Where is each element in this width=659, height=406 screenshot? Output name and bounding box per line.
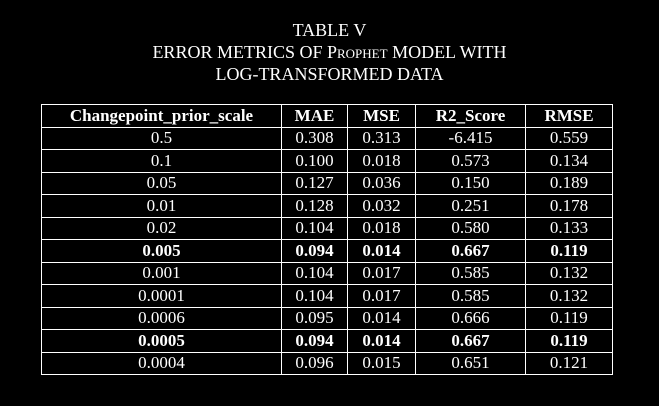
caption-part: ERROR METRICS OF [152,42,327,62]
table-cell: 0.308 [281,126,348,150]
table-cell: 0.018 [347,149,416,173]
table-cell: 0.134 [525,149,613,173]
table-cell: 0.014 [347,239,416,263]
table-row: 0.01 0.128 0.032 0.251 0.178 [41,194,613,218]
table-cell: 0.01 [41,194,282,218]
table-cell: 0.017 [347,261,416,285]
table-cell: 0.036 [347,171,416,195]
table-cell: 0.017 [347,284,416,308]
caption-line: ERROR METRICS OF Prophet MODEL WITH [0,41,659,63]
table-cell: 0.178 [525,194,613,218]
table-cell: 0.573 [415,149,526,173]
table-cell: 0.313 [347,126,416,150]
table-cell: 0.559 [525,126,613,150]
table-cell: 0.5 [41,126,282,150]
table-cell: 0.015 [347,351,416,375]
table-row: 0.001 0.104 0.017 0.585 0.132 [41,261,613,285]
table-cell: 0.005 [41,239,282,263]
table-row: 0.05 0.127 0.036 0.150 0.189 [41,171,613,195]
table-cell: 0.667 [415,329,526,353]
table-cell: 0.0004 [41,351,282,375]
table-cell: 0.150 [415,171,526,195]
caption-line: LOG-TRANSFORMED DATA [215,64,444,84]
table-cell: 0.001 [41,261,282,285]
table-row: 0.02 0.104 0.018 0.580 0.133 [41,216,613,240]
table-cell: 0.666 [415,306,526,330]
table-cell: 0.02 [41,216,282,240]
table-row: 0.0004 0.096 0.015 0.651 0.121 [41,351,613,375]
table: Changepoint_prior_scale MAE MSE R2_Score RMS… [41,104,613,375]
table-row: 0.1 0.100 0.018 0.573 0.134 [41,149,613,173]
caption-model: Prophet [326,42,388,62]
table-cell: 0.667 [415,239,526,263]
table-cell: -6.415 [415,126,526,150]
caption-line: TABLE V [292,20,367,40]
table-row: 0.005 0.094 0.014 0.667 0.119 [41,239,613,263]
column-header: MAE [281,104,348,128]
table-cell: 0.095 [281,306,348,330]
table-cell: 0.032 [347,194,416,218]
table-cell: 0.127 [281,171,348,195]
table-cell: 0.1 [41,149,282,173]
table-cell: 0.094 [281,239,348,263]
table-cell: 0.132 [525,284,613,308]
table-cell: 0.128 [281,194,348,218]
caption: TABLE V ERROR METRICS OF Prophet MODEL W… [0,19,659,85]
table-cell: 0.0001 [41,284,282,308]
table-cell: 0.014 [347,306,416,330]
column-header: MSE [347,104,416,128]
table-cell: 0.104 [281,284,348,308]
column-header: R2_Score [415,104,526,128]
table-cell: 0.133 [525,216,613,240]
table-cell: 0.585 [415,261,526,285]
table-cell: 0.132 [525,261,613,285]
table-cell: 0.104 [281,261,348,285]
table-cell: 0.585 [415,284,526,308]
table-row: 0.0006 0.095 0.014 0.666 0.119 [41,306,613,330]
table-cell: 0.251 [415,194,526,218]
table-row: 0.5 0.308 0.313 -6.415 0.559 [41,126,613,150]
table-cell: 0.119 [525,329,613,353]
table-cell: 0.104 [281,216,348,240]
table-cell: 0.05 [41,171,282,195]
table-body: 0.5 0.308 0.313 -6.415 0.559 0.1 0.100 0.018 0.5… [41,126,613,375]
table-cell: 0.651 [415,351,526,375]
column-header: Changepoint_prior_scale [41,104,282,128]
table-cell: 0.014 [347,329,416,353]
table-cell: 0.119 [525,306,613,330]
table-cell: 0.096 [281,351,348,375]
table-cell: 0.100 [281,149,348,173]
table-row: 0.0001 0.104 0.017 0.585 0.132 [41,284,613,308]
header-row: Changepoint_prior_scale MAE MSE R2_Score RMS… [41,104,613,128]
table-cell: 0.018 [347,216,416,240]
table-row: 0.0005 0.094 0.014 0.667 0.119 [41,329,613,353]
table-cell: 0.121 [525,351,613,375]
table-cell: 0.0006 [41,306,282,330]
column-header: RMSE [525,104,613,128]
table-cell: 0.0005 [41,329,282,353]
table-cell: 0.094 [281,329,348,353]
caption-part: MODEL WITH [387,42,507,62]
table-cell: 0.189 [525,171,613,195]
table-cell: 0.119 [525,239,613,263]
table-cell: 0.580 [415,216,526,240]
